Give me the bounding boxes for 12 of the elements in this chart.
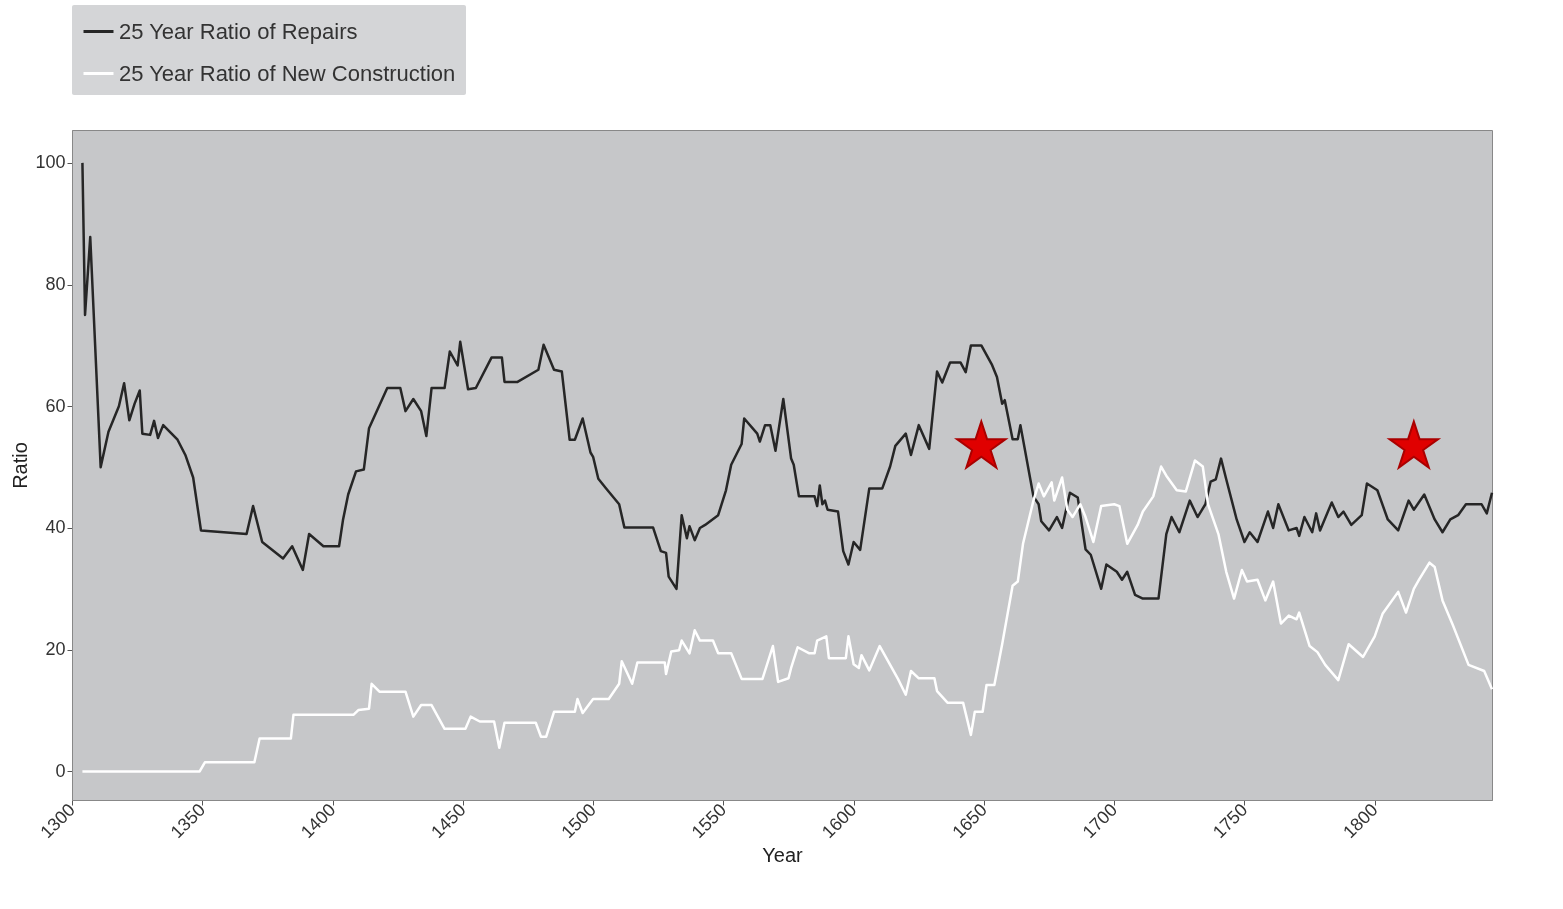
y-tick-label: 100 [35,152,66,173]
line-series [81,161,1494,600]
legend-label: 25 Year Ratio of New Construction [119,60,456,86]
y-axis-title: Ratio [9,442,32,489]
y-tick-label: 60 [45,395,66,416]
y-tick-label: 0 [55,760,66,781]
legend-label: 25 Year Ratio of Repairs [119,18,358,44]
y-tick-label: 20 [45,639,66,660]
y-tick-label: 40 [45,517,66,538]
x-axis-title: Year [762,844,804,867]
line-series [81,459,1494,773]
y-tick-label: 80 [45,274,66,295]
